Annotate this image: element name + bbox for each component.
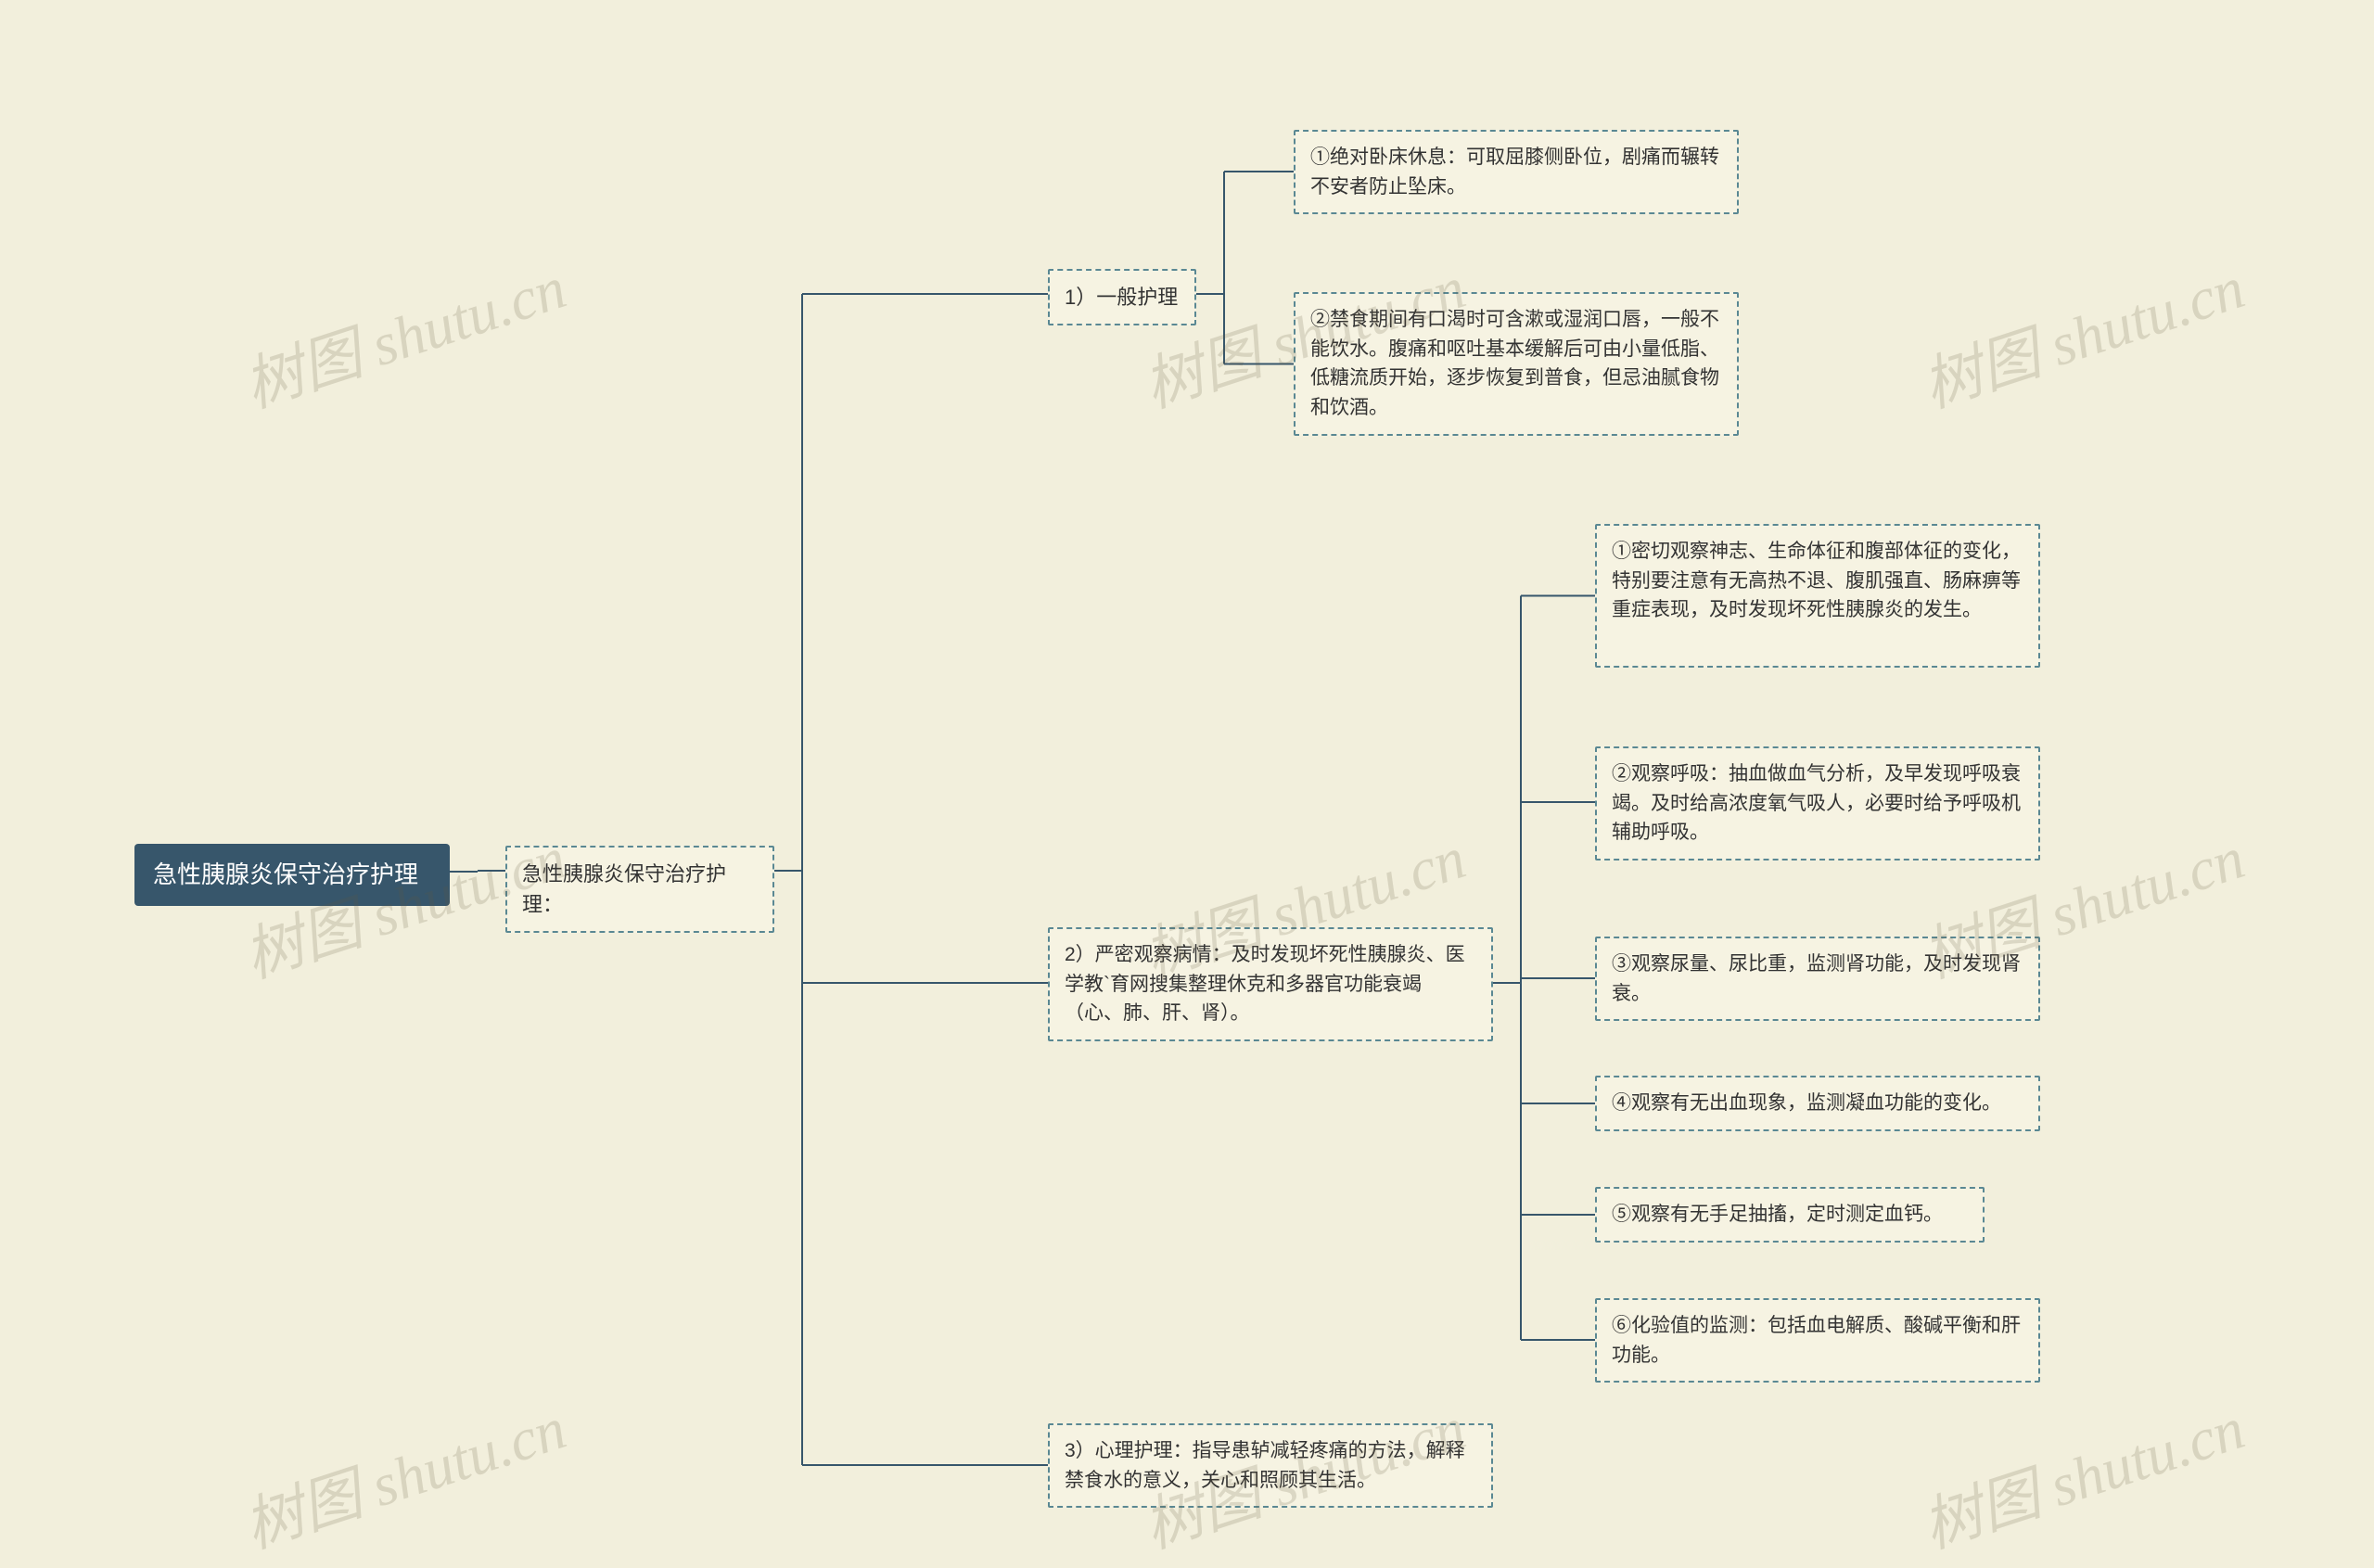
branch-psych-care: 3）心理护理：指导患轳减轻疼痛的方法，解释禁食水的意义，关心和照顾其生活。 <box>1048 1423 1493 1508</box>
leaf-observe-spasm: ⑤观察有无手足抽搐，定时测定血钙。 <box>1595 1187 1985 1243</box>
leaf-observe-bleeding: ④观察有无出血现象，监测凝血功能的变化。 <box>1595 1076 2040 1131</box>
leaf-lab-values: ⑥化验值的监测：包括血电解质、酸碱平衡和肝功能。 <box>1595 1298 2040 1383</box>
level1-label: 急性胰腺炎保守治疗护理： <box>522 859 758 920</box>
level1-node: 急性胰腺炎保守治疗护理： <box>505 846 774 933</box>
branch-observe-condition: 2）严密观察病情：及时发现坏死性胰腺炎、医学教`育网搜集整理休克和多器官功能衰竭… <box>1048 927 1493 1041</box>
leaf-label: ①绝对卧床休息：可取屈膝侧卧位，剧痛而辗转不安者防止坠床。 <box>1310 143 1722 201</box>
branch-label: 2）严密观察病情：及时发现坏死性胰腺炎、医学教`育网搜集整理休克和多器官功能衰竭… <box>1065 940 1476 1028</box>
watermark: 树图 shutu.cn <box>1910 1381 2253 1564</box>
leaf-observe-breathing: ②观察呼吸：抽血做血气分析，及早发现呼吸衰竭。及时给高浓度氧气吸人，必要时给予呼… <box>1595 746 2040 860</box>
branch-label: 1）一般护理 <box>1065 282 1178 312</box>
branch-general-care: 1）一般护理 <box>1048 269 1196 325</box>
leaf-label: ⑤观察有无手足抽搐，定时测定血钙。 <box>1612 1200 1943 1230</box>
leaf-label: ②观察呼吸：抽血做血气分析，及早发现呼吸衰竭。及时给高浓度氧气吸人，必要时给予呼… <box>1612 759 2023 848</box>
leaf-observe-signs: ①密切观察神志、生命体征和腹部体征的变化，特别要注意有无高热不退、腹肌强直、肠麻… <box>1595 524 2040 668</box>
leaf-label: ③观察尿量、尿比重，监测肾功能，及时发现肾衰。 <box>1612 950 2023 1008</box>
leaf-bedrest: ①绝对卧床休息：可取屈膝侧卧位，剧痛而辗转不安者防止坠床。 <box>1294 130 1739 214</box>
mindmap-canvas: 急性胰腺炎保守治疗护理 急性胰腺炎保守治疗护理： 1）一般护理 2）严密观察病情… <box>0 0 2374 1568</box>
leaf-label: ①密切观察神志、生命体征和腹部体征的变化，特别要注意有无高热不退、腹肌强直、肠麻… <box>1612 537 2023 625</box>
leaf-label: ⑥化验值的监测：包括血电解质、酸碱平衡和肝功能。 <box>1612 1311 2023 1370</box>
leaf-label: ②禁食期间有口渴时可含漱或湿润口唇，一般不能饮水。腹痛和呕吐基本缓解后可由小量低… <box>1310 305 1722 422</box>
leaf-fasting: ②禁食期间有口渴时可含漱或湿润口唇，一般不能饮水。腹痛和呕吐基本缓解后可由小量低… <box>1294 292 1739 436</box>
root-label: 急性胰腺炎保守治疗护理 <box>153 857 418 893</box>
branch-label: 3）心理护理：指导患轳减轻疼痛的方法，解释禁食水的意义，关心和照顾其生活。 <box>1065 1436 1476 1495</box>
leaf-label: ④观察有无出血现象，监测凝血功能的变化。 <box>1612 1089 2001 1118</box>
watermark: 树图 shutu.cn <box>232 1381 575 1564</box>
root-node: 急性胰腺炎保守治疗护理 <box>134 844 450 906</box>
leaf-observe-urine: ③观察尿量、尿比重，监测肾功能，及时发现肾衰。 <box>1595 937 2040 1021</box>
watermark: 树图 shutu.cn <box>232 240 575 424</box>
watermark: 树图 shutu.cn <box>1910 240 2253 424</box>
